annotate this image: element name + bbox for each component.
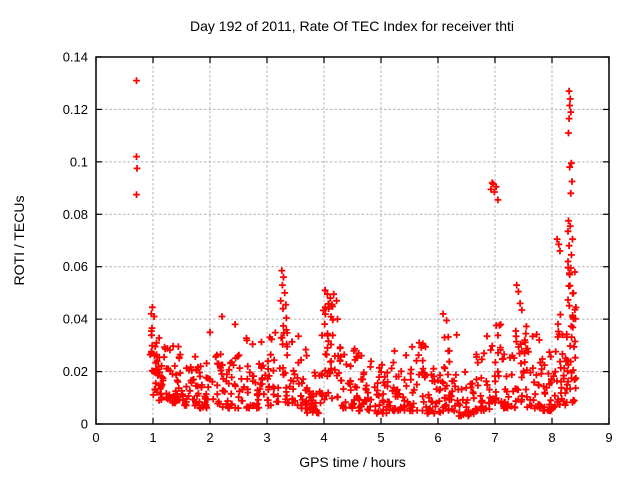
y-tick-label-0.12: 0.12 <box>63 102 88 117</box>
plot-border <box>95 56 610 425</box>
x-tick-label-9: 9 <box>605 430 612 445</box>
data-points-ROTI <box>133 77 580 420</box>
chart-title: Day 192 of 2011, Rate Of TEC Index for r… <box>190 18 514 34</box>
y-tick-label-0.04: 0.04 <box>63 312 88 327</box>
x-tick-label-2: 2 <box>206 430 213 445</box>
x-tick-label-1: 1 <box>149 430 156 445</box>
y-tick-label-0: 0 <box>81 417 88 432</box>
x-tick-label-3: 3 <box>263 430 270 445</box>
x-tick-label-5: 5 <box>377 430 384 445</box>
x-tick-label-7: 7 <box>491 430 498 445</box>
axis-layer <box>95 56 610 425</box>
x-tick-label-8: 8 <box>548 430 555 445</box>
tick-label-layer: 0 1 2 3 4 5 6 7 8 9 0 0.02 0.04 0.06 0.08 0.1 0.12 0.14 <box>63 50 613 446</box>
x-axis-label: GPS time / hours <box>299 454 406 470</box>
y-tick-label-0.1: 0.1 <box>70 154 88 169</box>
data-layer <box>133 77 580 420</box>
x-tick-label-6: 6 <box>434 430 441 445</box>
y-tick-label-0.02: 0.02 <box>63 364 88 379</box>
y-tick-label-0.14: 0.14 <box>63 50 88 65</box>
y-axis-label: ROTI / TECUs <box>11 196 27 286</box>
x-tick-label-4: 4 <box>320 430 327 445</box>
y-tick-label-0.08: 0.08 <box>63 207 88 222</box>
y-tick-label-0.06: 0.06 <box>63 259 88 274</box>
x-tick-label-0: 0 <box>92 430 99 445</box>
